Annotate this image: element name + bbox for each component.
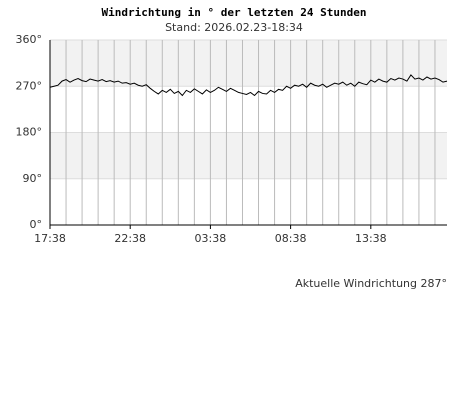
y-tick-label: 90°	[23, 172, 43, 185]
annotation: Aktuelle Windrichtung 287°	[295, 277, 447, 290]
x-tick-label: 08:38	[275, 232, 307, 245]
y-tick-label: 0°	[30, 218, 43, 231]
y-tick-label: 180°	[16, 126, 43, 139]
x-tick-label: 22:38	[114, 232, 146, 245]
chart-subtitle: Stand: 2026.02.23-18:34	[165, 21, 303, 34]
band	[50, 40, 447, 87]
chart-title: Windrichtung in ° der letzten 24 Stunden	[102, 6, 367, 19]
y-tick-label: 270°	[16, 79, 43, 92]
x-tick-label: 03:38	[195, 232, 227, 245]
y-tick-label: 360°	[16, 33, 43, 46]
data-line	[49, 74, 448, 97]
x-tick-label: 13:38	[355, 232, 387, 245]
x-tick-label: 17:38	[34, 232, 66, 245]
band	[50, 132, 447, 179]
